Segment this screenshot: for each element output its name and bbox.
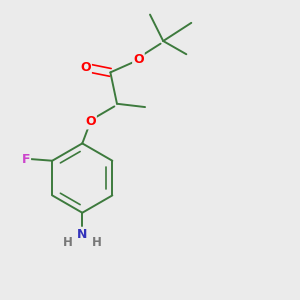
Text: O: O xyxy=(80,61,91,74)
Text: F: F xyxy=(22,153,30,166)
Text: O: O xyxy=(85,116,96,128)
Text: H: H xyxy=(62,236,72,249)
Text: O: O xyxy=(133,53,144,66)
Text: H: H xyxy=(92,236,102,249)
Text: N: N xyxy=(77,228,88,241)
